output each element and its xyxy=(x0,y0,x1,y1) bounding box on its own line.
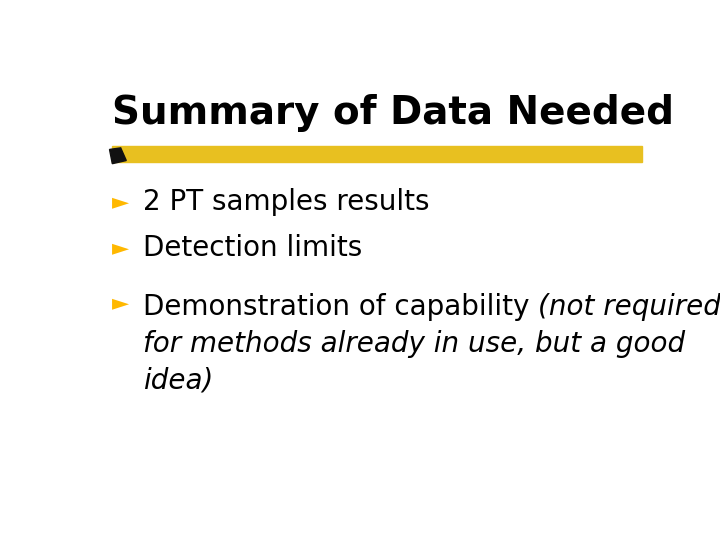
Text: for methods already in use, but a good: for methods already in use, but a good xyxy=(143,330,685,358)
Text: Detection limits: Detection limits xyxy=(143,234,362,262)
Bar xyxy=(112,146,642,162)
Text: (not required: (not required xyxy=(539,294,720,321)
Text: ►: ► xyxy=(112,238,130,258)
Polygon shape xyxy=(109,148,126,164)
Text: Demonstration of capability: Demonstration of capability xyxy=(143,294,539,321)
Text: idea): idea) xyxy=(143,367,213,395)
Text: ►: ► xyxy=(112,294,130,314)
Text: Summary of Data Needed: Summary of Data Needed xyxy=(112,94,675,132)
Text: ►: ► xyxy=(112,192,130,212)
Text: 2 PT samples results: 2 PT samples results xyxy=(143,188,430,216)
